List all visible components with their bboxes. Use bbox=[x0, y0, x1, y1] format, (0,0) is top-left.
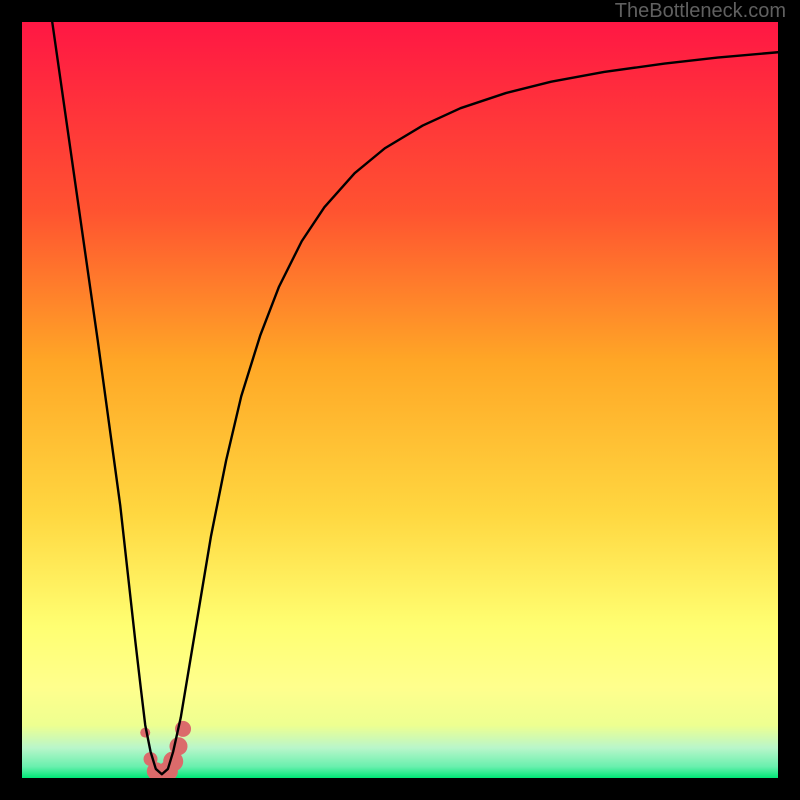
chart-container: TheBottleneck.com bbox=[0, 0, 800, 800]
gradient-background bbox=[22, 22, 778, 778]
plot-area bbox=[22, 22, 778, 778]
plot-svg bbox=[22, 22, 778, 778]
watermark-text: TheBottleneck.com bbox=[615, 0, 786, 23]
